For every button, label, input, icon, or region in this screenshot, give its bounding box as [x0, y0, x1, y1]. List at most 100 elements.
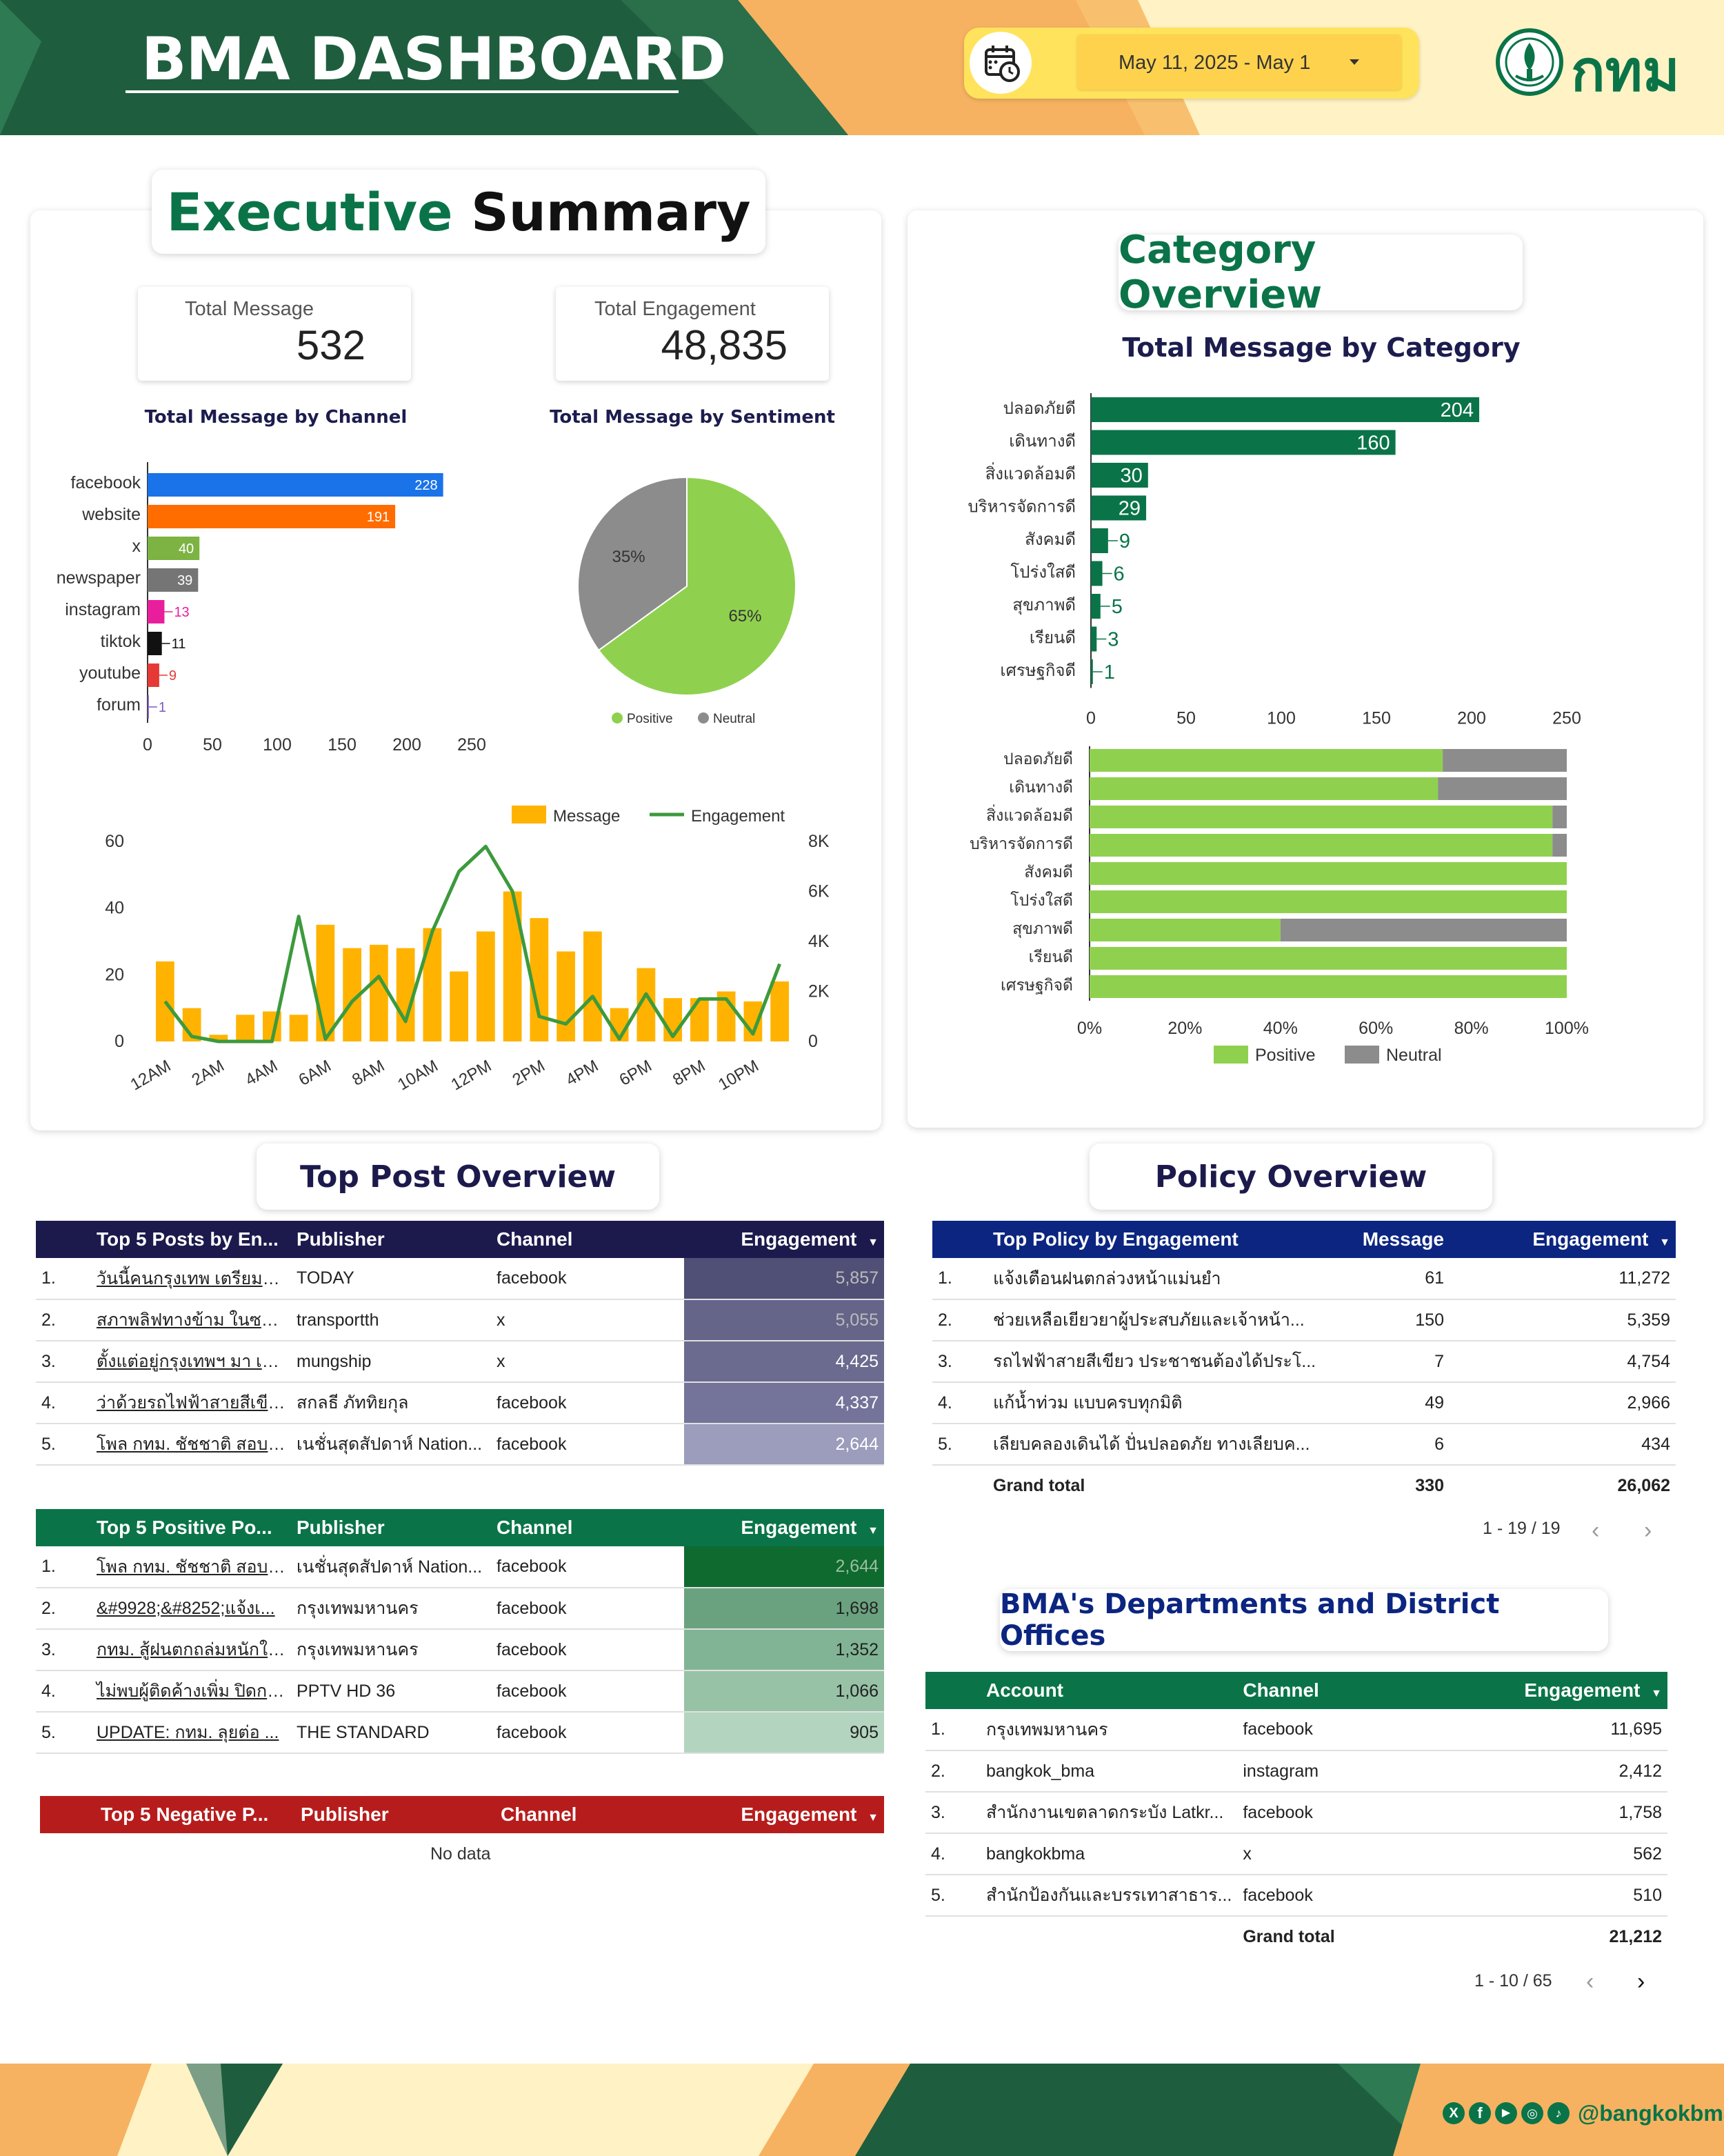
table-row[interactable]: 5. โพล กทม. ชัชชาติ สอบผ่า... เนชั่นสุดสัป…: [36, 1424, 884, 1466]
stacked-bar-segment: [1090, 777, 1439, 800]
post-link[interactable]: โพล กทม. ชัชชาติ สอบผ่า...: [91, 1424, 291, 1466]
message-cell: 7: [1325, 1341, 1450, 1383]
header-post[interactable]: Top 5 Negative P...: [101, 1804, 269, 1825]
caret-down-icon[interactable]: [1350, 59, 1359, 65]
header-index: [925, 1672, 981, 1709]
sort-desc-icon[interactable]: ▼: [868, 1525, 879, 1537]
message-bar: [423, 928, 442, 1041]
table-row[interactable]: 3. กทม. สู้ฝนตกถล่มหนักใจ... กรุงเทพมหานคร…: [36, 1629, 884, 1671]
executive-summary-title: Executive Summary: [152, 170, 765, 254]
tiktok-icon[interactable]: ♪: [1547, 2102, 1570, 2124]
account-cell: bangkokbma: [981, 1833, 1238, 1875]
table-row[interactable]: 2. สภาพลิฟทางข้าม ในซอย... transportth x 5,0…: [36, 1299, 884, 1341]
table-row[interactable]: 5. เลียบคลองเดินได้ ปั่นปลอดภัย ทางเลียบค…: [932, 1424, 1676, 1466]
header-engagement-sort[interactable]: Engagement ▼: [1450, 1221, 1676, 1258]
facebook-icon[interactable]: f: [1469, 2102, 1491, 2124]
engagement-cell: 4,754: [1450, 1341, 1676, 1383]
category-label: website: [81, 505, 141, 524]
row-index: 4.: [36, 1670, 91, 1713]
bar-value-label: 11: [172, 637, 186, 652]
header-publisher[interactable]: Publisher: [297, 1228, 385, 1250]
message-bar: [236, 1015, 254, 1041]
departments-next-page-icon[interactable]: ›: [1637, 1968, 1645, 1995]
table-row[interactable]: 3. ตั้งแต่อยู่กรุงเทพฯ มา เคส... mungship x…: [36, 1341, 884, 1383]
x-icon[interactable]: X: [1443, 2102, 1465, 2124]
publisher-cell: TODAY: [291, 1258, 491, 1300]
table-row[interactable]: 2. bangkok_bma instagram 2,412: [925, 1750, 1667, 1793]
header-channel[interactable]: Channel: [1243, 1679, 1319, 1701]
header-channel[interactable]: Channel: [497, 1517, 573, 1538]
post-link[interactable]: &#9928;&#8252;แจ้งเ...: [91, 1588, 291, 1630]
header-engagement-sort[interactable]: Engagement ▼: [684, 1221, 884, 1258]
instagram-icon[interactable]: ◎: [1521, 2102, 1543, 2124]
bar: [148, 473, 443, 497]
header-post[interactable]: Top 5 Positive Po...: [97, 1517, 272, 1538]
x-tick-label: 0%: [1077, 1019, 1102, 1038]
sort-desc-icon[interactable]: ▼: [868, 1237, 879, 1248]
header-channel[interactable]: Channel: [497, 1228, 573, 1250]
table-row[interactable]: 1. แจ้งเตือนฝนตกล่วงหน้าแม่นยำ 61 11,272: [932, 1258, 1676, 1300]
post-link[interactable]: วันนี้คนกรุงเทพ เตรียมตัว...: [91, 1258, 291, 1300]
header-publisher[interactable]: Publisher: [301, 1804, 389, 1825]
table-row[interactable]: 5. สำนักป้องกันและบรรเทาสาธาร... facebook 5…: [925, 1875, 1667, 1917]
stacked-bar-segment: [1090, 749, 1443, 772]
category-overview-panel: [908, 210, 1703, 1128]
header-policy[interactable]: Top Policy by Engagement: [993, 1228, 1239, 1250]
channel-cell: facebook: [1237, 1792, 1465, 1834]
post-link[interactable]: โพล กทม. ชัชชาติ สอบผ่า...: [91, 1546, 291, 1588]
header-index: [36, 1509, 91, 1546]
header-account[interactable]: Account: [986, 1679, 1063, 1701]
table-row[interactable]: 1. กรุงเทพมหานคร facebook 11,695: [925, 1709, 1667, 1751]
post-link[interactable]: UPDATE: กทม. ลุยต่อ ...: [91, 1712, 291, 1754]
policy-prev-page-icon[interactable]: ‹: [1592, 1517, 1600, 1544]
grand-total-spacer: [932, 1465, 988, 1506]
header-engagement-sort[interactable]: Engagement ▼: [1465, 1672, 1667, 1709]
calendar-clock-icon[interactable]: [970, 32, 1032, 94]
table-row[interactable]: 4. ว่าด้วยรถไฟฟ้าสายสีเขียว ... สกลธี ภัทท…: [36, 1382, 884, 1424]
table-row[interactable]: 2. ช่วยเหลือเยียวยาผู้ประสบภัยและเจ้าหน้า…: [932, 1299, 1676, 1341]
table-row[interactable]: 4. ไม่พบผู้ติดค้างเพิ่ม ปิดการ... PPTV HD …: [36, 1670, 884, 1713]
table-row[interactable]: 3. รถไฟฟ้าสายสีเขียว ประชาชนต้องได้ประโ..…: [932, 1341, 1676, 1383]
date-range-select[interactable]: May 11, 2025 - May 1: [1077, 34, 1401, 90]
table-row[interactable]: 3. สำนักงานเขตลาดกระบัง Latkr... facebook 1…: [925, 1792, 1667, 1834]
table-row[interactable]: 1. โพล กทม. ชัชชาติ สอบผ่า... เนชั่นสุดสัป…: [36, 1546, 884, 1588]
message-bar: [583, 931, 602, 1041]
header-post[interactable]: Top 5 Posts by En...: [97, 1228, 279, 1250]
sort-desc-icon[interactable]: ▼: [868, 1812, 879, 1824]
footer-handle[interactable]: @bangkokbma: [1578, 2101, 1724, 2126]
channel-cell: facebook: [491, 1546, 684, 1588]
table-row[interactable]: 1. วันนี้คนกรุงเทพ เตรียมตัว... TODAY faceb…: [36, 1258, 884, 1300]
bar: [1091, 463, 1148, 488]
sentiment-chart: 65% 35% Positive Neutral: [577, 476, 796, 726]
table-row[interactable]: 2. &#9928;&#8252;แจ้งเ... กรุงเทพมหานคร fac…: [36, 1588, 884, 1630]
post-link[interactable]: กทม. สู้ฝนตกถล่มหนักใจ...: [91, 1629, 291, 1671]
header-message[interactable]: Message: [1362, 1228, 1444, 1250]
x-tick-label: 2PM: [510, 1057, 548, 1090]
header-engagement-sort[interactable]: Engagement ▼: [684, 1509, 884, 1546]
post-link[interactable]: ไม่พบผู้ติดค้างเพิ่ม ปิดการ...: [91, 1670, 291, 1713]
date-range-control[interactable]: May 11, 2025 - May 1: [964, 28, 1419, 99]
category-label: สิ่งแวดล้อมดี: [985, 462, 1076, 483]
y-left-tick-label: 0: [114, 1032, 124, 1051]
sort-desc-icon[interactable]: ▼: [1659, 1237, 1670, 1248]
sort-desc-icon[interactable]: ▼: [1651, 1688, 1662, 1699]
table-row[interactable]: 4. แก้น้ำท่วม แบบครบทุกมิติ 49 2,966: [932, 1382, 1676, 1424]
x-tick-label: 10PM: [715, 1057, 762, 1095]
channel-cell: facebook: [491, 1588, 684, 1630]
header-publisher[interactable]: Publisher: [297, 1517, 385, 1538]
post-link[interactable]: สภาพลิฟทางข้าม ในซอย...: [91, 1299, 291, 1341]
departments-prev-page-icon[interactable]: ‹: [1586, 1968, 1594, 1995]
table-row[interactable]: 4. bangkokbma x 562: [925, 1833, 1667, 1875]
post-link[interactable]: ตั้งแต่อยู่กรุงเทพฯ มา เคส...: [91, 1341, 291, 1383]
stacked-bar-segment: [1090, 862, 1567, 885]
header-channel[interactable]: Channel: [501, 1804, 577, 1825]
post-link[interactable]: ว่าด้วยรถไฟฟ้าสายสีเขียว ...: [91, 1382, 291, 1424]
category-label: โปร่งใสดี: [1010, 563, 1076, 582]
policy-next-page-icon[interactable]: ›: [1644, 1517, 1652, 1544]
row-index: 4.: [925, 1833, 981, 1875]
engagement-cell: 1,698: [684, 1588, 884, 1630]
y-right-tick-label: 2K: [808, 982, 830, 1001]
header-engagement-sort[interactable]: Engagement ▼: [688, 1796, 884, 1833]
youtube-icon[interactable]: ▶: [1495, 2102, 1517, 2124]
table-row[interactable]: 5. UPDATE: กทม. ลุยต่อ ... THE STANDARD fac…: [36, 1712, 884, 1754]
